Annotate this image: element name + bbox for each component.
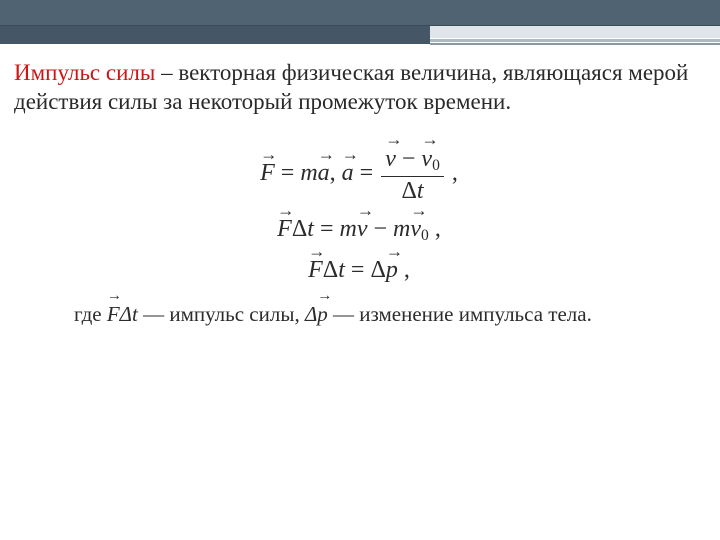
minus: − (396, 146, 422, 172)
vec-v0: v (421, 145, 432, 172)
slide-header (0, 0, 720, 26)
delta: Δ (323, 257, 338, 283)
subscript-0: 0 (432, 157, 440, 174)
scalar-m: m (339, 216, 356, 242)
header-left-accent (0, 26, 430, 44)
vec-v: v (385, 145, 396, 172)
dash: — (328, 302, 360, 326)
accent-line-3 (430, 43, 720, 45)
equation-2: FΔt = mv − mv0 , (14, 214, 704, 245)
header-band (0, 0, 720, 26)
where-label: где (74, 302, 107, 326)
comma: , (330, 160, 342, 186)
vec-a: a (318, 158, 330, 187)
vec-F: F (277, 214, 292, 243)
accent-line-1 (430, 26, 720, 38)
subscript-0: 0 (421, 227, 429, 244)
vec-v: v (357, 214, 368, 243)
trail-comma: , (429, 216, 441, 242)
slide: Импульс силы – векторная физическая вели… (0, 0, 720, 540)
vec-F: F (308, 255, 323, 284)
delta: Δ (292, 216, 307, 242)
equations-block: F = ma, a = v − v0Δt , FΔt = mv − mv0 , … (14, 145, 704, 327)
delta: Δ (120, 302, 132, 326)
change-of-momentum-label: изменение импульса тела. (359, 302, 592, 326)
vec-a2: a (342, 158, 354, 187)
delta: Δ (370, 257, 385, 283)
vec-F: F (260, 158, 275, 187)
trail-comma: , (446, 160, 458, 186)
term: Импульс силы (14, 60, 155, 85)
scalar-m: m (300, 160, 317, 186)
t: t (338, 257, 345, 283)
fraction: v − v0Δt (379, 145, 446, 204)
eq-sign: = (345, 257, 371, 283)
trail-comma: , (398, 257, 410, 283)
vec-p: p (317, 300, 328, 327)
definition-text: Импульс силы – векторная физическая вели… (14, 58, 704, 117)
connector: – (155, 60, 178, 85)
impulse-of-force-label: импульс силы, (169, 302, 299, 326)
eq-sign: = (314, 216, 340, 242)
equation-1: F = ma, a = v − v0Δt , (14, 145, 704, 204)
content-area: Импульс силы – векторная физическая вели… (14, 58, 704, 327)
minus: − (367, 216, 393, 242)
eq-sign: = (354, 160, 380, 186)
header-right-accent (430, 26, 720, 45)
dash: — (138, 302, 170, 326)
accent-line-2 (430, 39, 720, 42)
eq-sign: = (275, 160, 301, 186)
equation-3: FΔt = Δp , (14, 255, 704, 284)
t: t (307, 216, 314, 242)
vec-p: p (386, 255, 398, 284)
scalar-m: m (393, 216, 410, 242)
vec-v0: v (410, 214, 421, 243)
equation-caption: где FΔt — импульс силы, Δp — изменение и… (14, 300, 704, 327)
vec-F: F (107, 300, 120, 327)
delta: Δ (305, 302, 317, 326)
